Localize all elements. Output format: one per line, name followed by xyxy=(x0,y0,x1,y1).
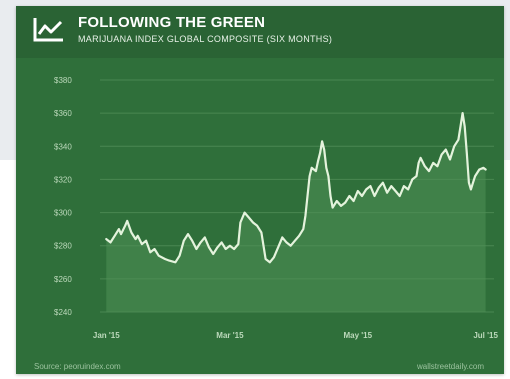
y-tick-label: $300 xyxy=(54,209,72,218)
source-note: Source: peoruindex.com xyxy=(34,362,121,371)
line-chart-icon xyxy=(33,18,63,42)
card-header: FOLLOWING THE GREEN MARIJUANA INDEX GLOB… xyxy=(16,6,504,58)
y-tick-label: $240 xyxy=(54,308,72,317)
line-chart: $240 $260 $280 $300 $320 $340 $360 $380 Jan '15 M… xyxy=(54,76,498,340)
y-tick-label: $340 xyxy=(54,142,72,151)
chart-card: FOLLOWING THE GREEN MARIJUANA INDEX GLOB… xyxy=(16,6,504,374)
x-tick-label: May '15 xyxy=(343,331,372,340)
x-tick-label: Jul '15 xyxy=(473,331,498,340)
series-area xyxy=(106,113,486,312)
chart-title: FOLLOWING THE GREEN xyxy=(78,14,266,31)
x-tick-label: Jan '15 xyxy=(93,331,120,340)
chart-subtitle: MARIJUANA INDEX GLOBAL COMPOSITE (SIX MO… xyxy=(78,34,333,44)
y-tick-label: $380 xyxy=(54,76,72,85)
series-line xyxy=(105,112,487,264)
y-tick-label: $280 xyxy=(54,242,72,251)
y-tick-label: $320 xyxy=(54,175,72,184)
x-tick-label: Mar '15 xyxy=(216,331,244,340)
y-tick-label: $260 xyxy=(54,275,72,284)
y-tick-label: $360 xyxy=(54,109,72,118)
site-credit: wallstreetdaily.com xyxy=(417,362,484,371)
